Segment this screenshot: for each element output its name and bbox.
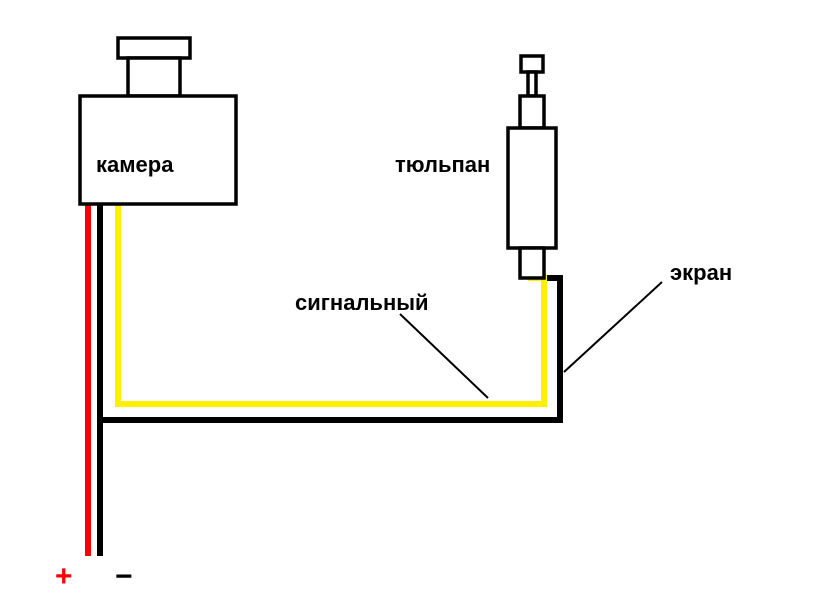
rca-pin-stem (528, 72, 536, 96)
rca-pin-cap (521, 56, 543, 72)
camera-top-cap (118, 38, 190, 58)
camera-top-mid (128, 58, 180, 96)
wire-group (88, 204, 560, 556)
label-camera: камера (96, 152, 173, 178)
label-plus: + (55, 560, 73, 594)
signal-leader (400, 314, 488, 398)
label-signal: сигнальный (295, 290, 429, 316)
rca-upper (520, 96, 544, 128)
camera-shape (80, 38, 236, 204)
camera-body (80, 96, 236, 204)
label-screen: экран (670, 260, 732, 286)
label-minus: − (115, 560, 133, 594)
label-tulip: тюльпан (395, 152, 490, 178)
rca-neck (520, 248, 544, 278)
rca-body (508, 128, 556, 248)
screen-leader (564, 282, 662, 372)
leader-lines (400, 282, 662, 398)
rca-shape (508, 56, 556, 278)
